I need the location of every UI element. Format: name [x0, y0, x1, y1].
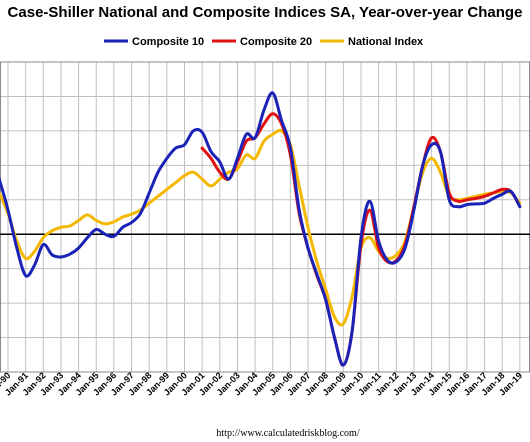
series-line-composite10: [0, 91, 522, 367]
legend-label-composite20: Composite 20: [240, 36, 312, 48]
source-url: http://www.calculatedriskblog.com/: [216, 428, 359, 439]
plot-area: Jan-90Jan-91Jan-92Jan-93Jan-94Jan-95Jan-…: [0, 61, 530, 398]
legend-label-composite10: Composite 10: [132, 36, 204, 48]
series-line-national: [0, 128, 522, 327]
chart-title: Case-Shiller National and Composite Indi…: [8, 4, 523, 21]
legend-label-national: National Index: [348, 36, 424, 48]
legend: Composite 10 Composite 20 National Index: [104, 36, 424, 48]
